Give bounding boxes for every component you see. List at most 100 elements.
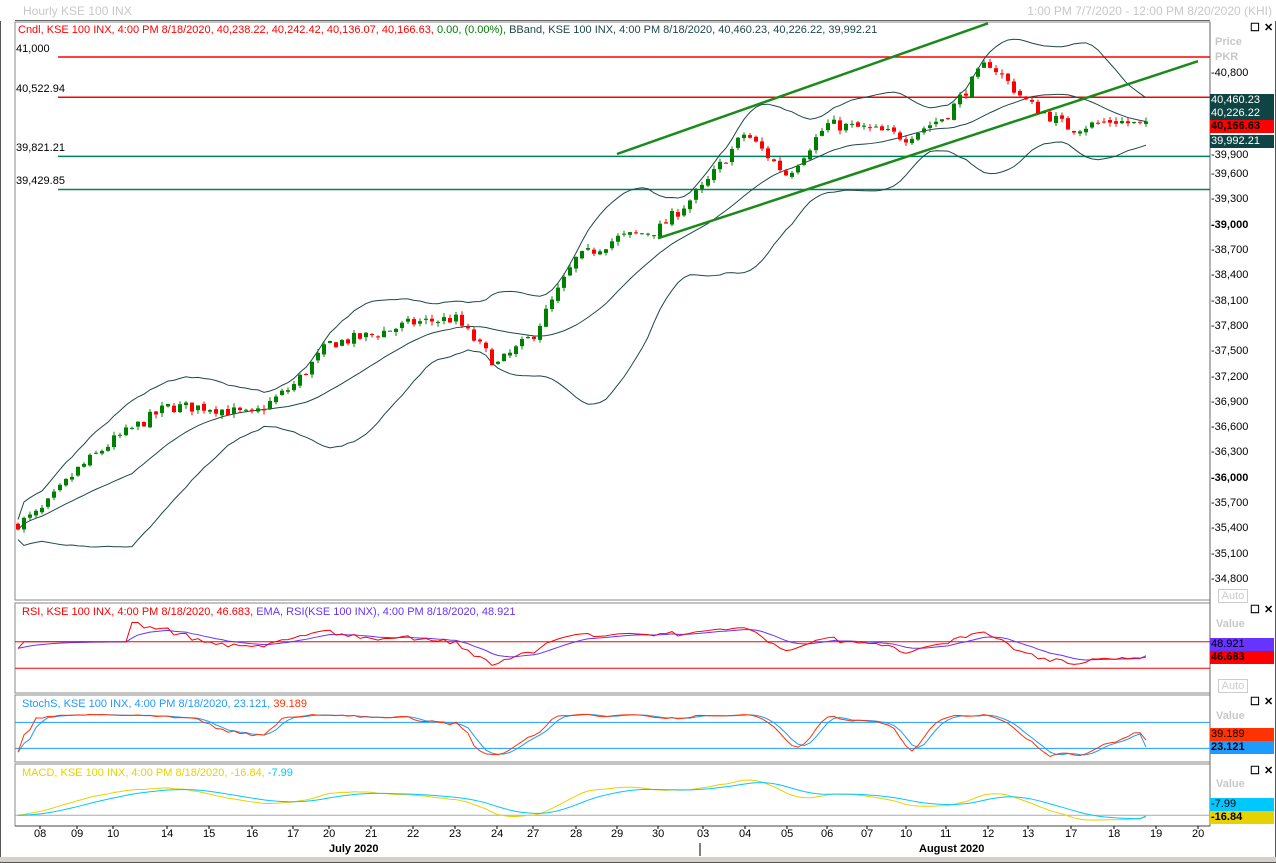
candle-body — [202, 403, 206, 411]
close-icon[interactable]: ✕ — [1264, 22, 1274, 34]
candle-body — [808, 150, 812, 160]
candle — [988, 58, 992, 69]
time-tick: 03 — [697, 828, 710, 840]
candle — [946, 117, 950, 121]
candle — [1138, 121, 1142, 125]
candle — [556, 283, 560, 304]
candle-body — [130, 427, 134, 429]
candle — [562, 273, 566, 292]
candle — [586, 244, 590, 251]
candle — [244, 408, 248, 413]
candle-body — [562, 276, 566, 288]
candle-body — [568, 267, 572, 276]
candle — [796, 164, 800, 175]
candle-body — [382, 330, 386, 338]
candle-body — [52, 491, 56, 498]
candle — [496, 361, 500, 365]
candle — [490, 347, 494, 366]
macd-legend: MACD, KSE 100 INX, 4:00 PM 8/18/2020, -1… — [22, 767, 293, 780]
bband-upper — [17, 38, 1147, 520]
rsi-auto-button[interactable]: Auto — [1218, 679, 1248, 693]
last-price-value: 40,166.63 — [1210, 120, 1274, 133]
candle — [214, 406, 218, 417]
candle — [964, 89, 968, 99]
maximize-icon[interactable]: ☐ — [1250, 22, 1260, 34]
candle-body — [676, 212, 680, 217]
candle — [82, 462, 86, 468]
candle — [754, 135, 758, 143]
candle-body — [178, 404, 182, 413]
candle — [592, 247, 596, 257]
candle-body — [304, 374, 308, 376]
candle — [148, 409, 152, 428]
candle — [370, 333, 374, 338]
candle-body — [22, 517, 26, 530]
candle — [916, 132, 920, 142]
candle — [1114, 117, 1118, 127]
bb-lower-value: 39,992.21 — [1210, 135, 1274, 148]
candle — [460, 311, 464, 329]
title-bar: Hourly KSE 100 INX 1:00 PM 7/7/2020 - 12… — [0, 0, 1276, 21]
time-tick: 10 — [900, 828, 913, 840]
stoch-k-value: 39.189 — [1210, 728, 1274, 741]
candle-body — [1036, 101, 1040, 114]
macd-value: -16.84 — [1210, 811, 1274, 824]
candle-body — [232, 407, 236, 414]
stoch-close-icon[interactable]: ✕ — [1264, 696, 1274, 708]
candle-body — [760, 141, 764, 149]
macd-maximize-icon[interactable]: ☐ — [1250, 765, 1260, 777]
candle — [670, 208, 674, 227]
rsi-maximize-icon[interactable]: ☐ — [1250, 604, 1260, 616]
candle-body — [982, 62, 986, 68]
candle-body — [208, 410, 212, 412]
candle-body — [268, 400, 272, 410]
time-tick: 11 — [940, 828, 952, 840]
candle-body — [40, 507, 44, 513]
candle-body — [598, 251, 602, 255]
candle — [34, 509, 38, 519]
candle — [382, 326, 386, 338]
candle-body — [1006, 73, 1010, 81]
candle-body — [772, 159, 776, 162]
candle-body — [700, 184, 704, 189]
candle-body — [1024, 96, 1028, 100]
time-tick: 17 — [1065, 828, 1078, 840]
candle — [298, 373, 302, 388]
stoch-d-line — [17, 714, 1147, 756]
candle — [922, 126, 926, 135]
bband-legend: BBand, KSE 100 INX, 4:00 PM 8/18/2020, 4… — [509, 24, 878, 36]
candle-body — [238, 407, 242, 411]
macd-axis-title: Value — [1216, 778, 1245, 790]
candle-body — [640, 233, 644, 235]
macd-close-icon[interactable]: ✕ — [1264, 765, 1274, 777]
horizontal-scrollbar[interactable] — [0, 857, 1276, 862]
candle-body — [886, 128, 890, 130]
candle — [784, 168, 788, 176]
candle — [430, 314, 434, 326]
price-auto-button[interactable]: Auto — [1218, 589, 1248, 603]
candle — [136, 421, 140, 431]
time-tick: 21 — [365, 828, 378, 840]
candle — [838, 116, 842, 135]
candle — [352, 330, 356, 348]
candle-body — [910, 138, 914, 144]
candle — [862, 123, 866, 130]
candle-body — [736, 137, 740, 148]
stoch-maximize-icon[interactable]: ☐ — [1250, 696, 1260, 708]
candle-body — [838, 120, 842, 131]
month-label-august: August 2020 — [919, 843, 985, 855]
candle-body — [532, 336, 536, 339]
candle — [898, 130, 902, 142]
candle-body — [616, 235, 620, 242]
candle-body — [520, 339, 524, 347]
candle — [178, 401, 182, 414]
price-tick: -36,000 — [1211, 471, 1249, 484]
time-tick: 19 — [1150, 828, 1163, 840]
candle — [568, 263, 572, 277]
candle-body — [124, 427, 128, 436]
rsi-close-icon[interactable]: ✕ — [1264, 604, 1274, 616]
candle-body — [574, 256, 578, 269]
candle-body — [742, 134, 746, 139]
candle — [154, 410, 158, 419]
